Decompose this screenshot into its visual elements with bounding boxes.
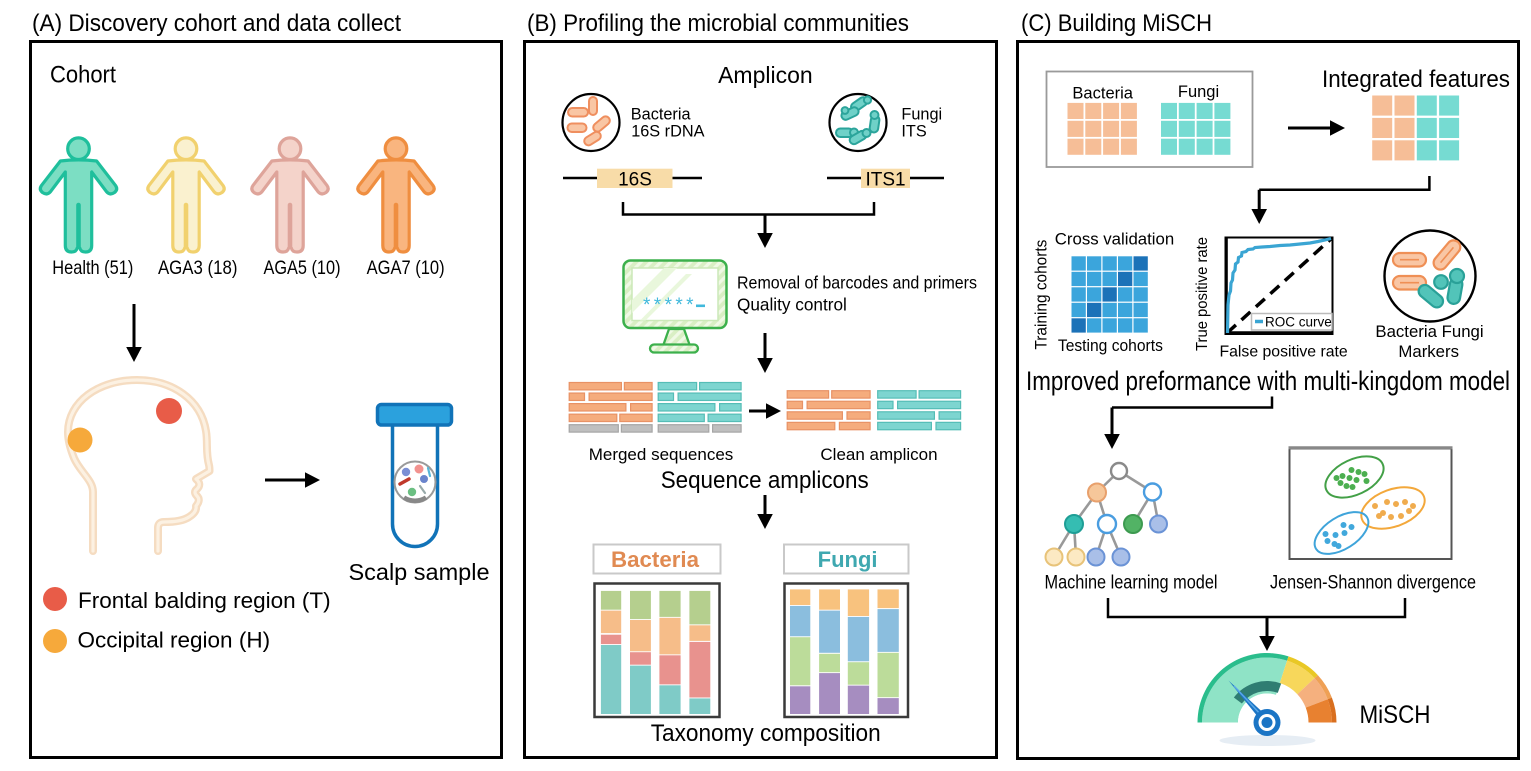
svg-text:Taxonomy composition: Taxonomy composition (651, 720, 881, 747)
svg-text:ITS1: ITS1 (865, 170, 905, 191)
svg-text:False positive rate: False positive rate (1219, 343, 1347, 360)
svg-text:Frontal balding region (T): Frontal balding region (T) (78, 588, 331, 613)
svg-text:Testing cohorts: Testing cohorts (1058, 336, 1163, 355)
svg-text:Clean amplicon: Clean amplicon (820, 445, 937, 464)
svg-text:Fungi: Fungi (1178, 83, 1219, 101)
svg-text:Scalp sample: Scalp sample (348, 559, 489, 585)
svg-text:Bacteria Fungi: Bacteria Fungi (1375, 322, 1483, 341)
svg-text:Occipital region (H): Occipital region (H) (78, 628, 271, 653)
svg-text:Bacteria: Bacteria (631, 105, 692, 123)
svg-text:*****: ***** (643, 295, 697, 316)
svg-text:AGA7 (10): AGA7 (10) (367, 258, 445, 279)
svg-text:AGA5 (10): AGA5 (10) (264, 258, 341, 279)
svg-text:ITS: ITS (901, 123, 926, 141)
svg-text:AGA3 (18): AGA3 (18) (158, 258, 238, 279)
svg-text:Cross validation: Cross validation (1055, 230, 1174, 249)
svg-text:Sequence amplicons: Sequence amplicons (661, 467, 869, 494)
svg-text:Fungi: Fungi (818, 547, 878, 572)
svg-text:16S rDNA: 16S rDNA (631, 123, 704, 141)
svg-text:(B) Profiling the microbial co: (B) Profiling the microbial communities (527, 10, 909, 37)
svg-text:Improved preformance with mult: Improved preformance with multi-kingdom … (1026, 366, 1510, 396)
svg-text:Fungi: Fungi (901, 105, 942, 123)
svg-text:Bacteria: Bacteria (1072, 84, 1133, 102)
svg-text:Markers: Markers (1398, 342, 1459, 361)
svg-text:Amplicon: Amplicon (718, 62, 813, 88)
svg-text:Bacteria: Bacteria (611, 547, 700, 572)
svg-text:Integrated features: Integrated features (1322, 66, 1510, 93)
svg-text:Merged sequences: Merged sequences (589, 445, 734, 464)
svg-text:16S: 16S (618, 170, 652, 191)
svg-text:True positive rate: True positive rate (1194, 237, 1211, 351)
svg-text:Jensen-Shannon divergence: Jensen-Shannon divergence (1270, 572, 1476, 593)
svg-text:Machine learning model: Machine learning model (1045, 572, 1218, 593)
svg-text:ROC curve: ROC curve (1265, 315, 1332, 330)
svg-text:Training cohorts: Training cohorts (1031, 240, 1050, 350)
svg-text:Health (51): Health (51) (52, 258, 133, 279)
svg-text:Cohort: Cohort (50, 62, 116, 89)
svg-text:(C) Building MiSCH: (C) Building MiSCH (1021, 10, 1212, 37)
svg-text:MiSCH: MiSCH (1360, 701, 1431, 729)
svg-text:(A) Discovery cohort and data: (A) Discovery cohort and data collect (32, 10, 401, 37)
svg-text:Removal of barcodes and primer: Removal of barcodes and primers (737, 273, 977, 293)
svg-text:Quality control: Quality control (737, 295, 847, 315)
